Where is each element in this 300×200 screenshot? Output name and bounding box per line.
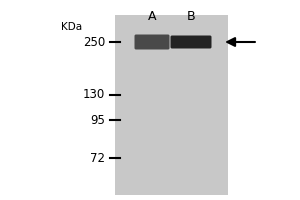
- Text: 95: 95: [90, 114, 105, 127]
- Text: 130: 130: [83, 88, 105, 102]
- FancyBboxPatch shape: [134, 34, 170, 49]
- Text: A: A: [148, 10, 156, 23]
- FancyBboxPatch shape: [170, 36, 211, 48]
- Text: KDa: KDa: [61, 22, 82, 32]
- Text: B: B: [187, 10, 195, 23]
- Bar: [115, 15, 228, 195]
- Text: 250: 250: [83, 36, 105, 48]
- Text: 72: 72: [90, 152, 105, 164]
